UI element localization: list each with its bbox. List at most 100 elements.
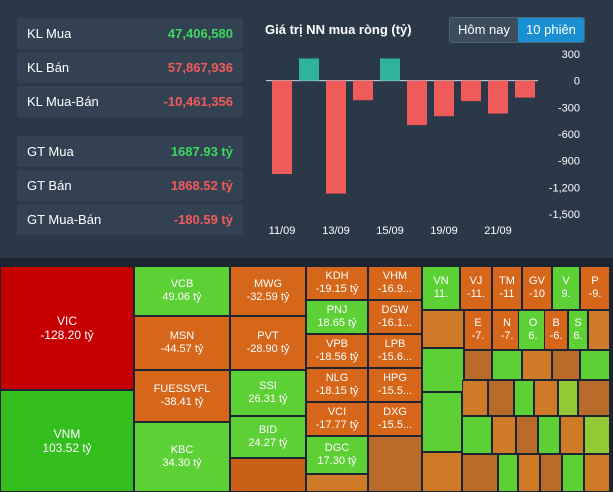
- x-tick-label: 21/09: [484, 225, 512, 237]
- heatmap-cell-vpb[interactable]: VPB -18.56 tỷ: [306, 334, 368, 368]
- ticker-value: -9.: [588, 288, 602, 300]
- heatmap-cell-small[interactable]: [558, 380, 578, 416]
- heatmap-cell-e[interactable]: E -7.: [464, 310, 492, 350]
- ticker-value: -19.15 tỷ: [315, 283, 359, 295]
- heatmap-cell-small[interactable]: [498, 454, 518, 492]
- heatmap-cell-small[interactable]: [580, 350, 610, 380]
- heatmap-cell-small[interactable]: [584, 416, 610, 454]
- ticker-label: BID: [258, 424, 278, 436]
- heatmap-cell-pvt[interactable]: PVT -28.90 tỷ: [230, 316, 306, 370]
- heatmap-cell-vci[interactable]: VCI -17.77 tỷ: [306, 402, 368, 436]
- heatmap-cell-small[interactable]: [422, 348, 464, 392]
- stat-value: -10,461,356: [163, 94, 233, 109]
- heatmap-cell-bid[interactable]: BID 24.27 tỷ: [230, 416, 306, 458]
- ticker-label: MWG: [253, 278, 283, 290]
- heatmap-cell-text: VHM -16.9...: [369, 270, 421, 296]
- heatmap-cell-small[interactable]: [562, 454, 584, 492]
- heatmap-cell-small[interactable]: [534, 380, 558, 416]
- ticker-label: VIC: [56, 314, 77, 328]
- ticker-value: -10: [529, 288, 545, 300]
- heatmap-cell-kdh[interactable]: KDH -19.15 tỷ: [306, 266, 368, 300]
- ticker-value: 17.30 tỷ: [317, 455, 357, 467]
- ticker-value: -32.59 tỷ: [246, 291, 290, 303]
- heatmap-cell-vhm[interactable]: VHM -16.9...: [368, 266, 422, 300]
- heatmap-cell-b[interactable]: B -6.: [544, 310, 568, 350]
- heatmap-cell-small[interactable]: [492, 416, 516, 454]
- heatmap-cell-small[interactable]: [552, 350, 580, 380]
- x-tick-label: 11/09: [269, 225, 296, 237]
- ticker-value: 9.: [561, 288, 571, 300]
- heatmap-cell-vj[interactable]: VJ -11.: [460, 266, 492, 310]
- heatmap-cell-text: O 6.: [519, 317, 547, 343]
- heatmap-cell-n[interactable]: N -7.: [492, 310, 522, 350]
- stat-label: KL Mua: [27, 26, 72, 41]
- heatmap-cell-small[interactable]: [462, 416, 492, 454]
- heatmap-cell-vnm[interactable]: VNM 103.52 tỷ: [0, 390, 134, 492]
- heatmap-cell-small[interactable]: [422, 452, 462, 492]
- heatmap-cell-vn[interactable]: VN 11.: [422, 266, 460, 310]
- heatmap-cell-nlg[interactable]: NLG -18.15 tỷ: [306, 368, 368, 402]
- tab-today[interactable]: Hôm nay: [450, 18, 519, 42]
- stat-row-kl-ban: KL Bán 57,867,936: [17, 52, 243, 83]
- heatmap-cell-dgw[interactable]: DGW -16.1...: [368, 300, 422, 334]
- heatmap-cell-text: PNJ 18.65 tỷ: [307, 304, 367, 330]
- heatmap-cell-fuessvfl[interactable]: FUESSVFL -38.41 tỷ: [134, 370, 230, 422]
- heatmap-cell-small[interactable]: [538, 416, 560, 454]
- heatmap-cell-tm[interactable]: TM -11: [492, 266, 522, 310]
- heatmap-cell-mwg[interactable]: MWG -32.59 tỷ: [230, 266, 306, 316]
- heatmap-cell-small[interactable]: [462, 380, 488, 416]
- heatmap-cell-lpb[interactable]: LPB -15.6...: [368, 334, 422, 368]
- ticker-label: B: [552, 317, 560, 329]
- ticker-label: GV: [529, 275, 545, 287]
- ticker-label: V: [562, 275, 570, 287]
- heatmap-cell-small[interactable]: [492, 350, 522, 380]
- heatmap-cell-text: N -7.: [493, 317, 521, 343]
- heatmap-cell-small[interactable]: [578, 380, 610, 416]
- heatmap-cell-small[interactable]: [422, 392, 462, 452]
- stat-row-gt-ban: GT Bán 1868.52 tỷ: [17, 170, 243, 201]
- heatmap-cell-small[interactable]: [584, 454, 610, 492]
- heatmap-cell-small[interactable]: [540, 454, 562, 492]
- bar: [272, 80, 292, 174]
- ticker-label: TM: [499, 275, 515, 287]
- stat-row-gt-mua: GT Mua 1687.93 tỷ: [17, 136, 243, 167]
- ticker-value: -44.57 tỷ: [160, 343, 204, 355]
- bar: [353, 80, 373, 101]
- heatmap-cell-gv[interactable]: GV -10: [522, 266, 552, 310]
- period-tabs: Hôm nay 10 phiên: [449, 17, 585, 43]
- ticker-label: PNJ: [326, 304, 348, 316]
- heatmap-cell-text: B -6.: [545, 317, 567, 343]
- heatmap-cell-small[interactable]: [588, 310, 610, 350]
- heatmap-cell-vcb[interactable]: VCB 49.06 tỷ: [134, 266, 230, 316]
- heatmap-cell-small[interactable]: [464, 350, 492, 380]
- heatmap-cell-small[interactable]: [368, 436, 422, 492]
- ticker-label: HPG: [383, 372, 407, 384]
- ticker-value: 34.30 tỷ: [162, 457, 202, 469]
- heatmap-cell-small[interactable]: [516, 416, 538, 454]
- y-tick-label: -300: [558, 102, 580, 114]
- heatmap-cell-msn[interactable]: MSN -44.57 tỷ: [134, 316, 230, 370]
- ticker-label: KBC: [170, 444, 194, 456]
- ticker-label: DGW: [381, 304, 409, 316]
- heatmap-cell-small[interactable]: [462, 454, 498, 492]
- heatmap-cell-vic[interactable]: VIC -128.20 tỷ: [0, 266, 134, 390]
- heatmap-cell-small[interactable]: [422, 310, 464, 348]
- heatmap-cell-small[interactable]: [514, 380, 534, 416]
- heatmap-cell-s[interactable]: S 6.: [568, 310, 588, 350]
- heatmap-cell-ssi[interactable]: SSI 26.31 tỷ: [230, 370, 306, 416]
- heatmap-cell-v[interactable]: V 9.: [552, 266, 580, 310]
- heatmap-cell-dxg[interactable]: DXG -15.5...: [368, 402, 422, 436]
- heatmap-cell-pnj[interactable]: PNJ 18.65 tỷ: [306, 300, 368, 334]
- heatmap-cell-kbc[interactable]: KBC 34.30 tỷ: [134, 422, 230, 492]
- heatmap-cell-text: DGW -16.1...: [369, 304, 421, 330]
- tab-10-sessions[interactable]: 10 phiên: [518, 18, 584, 42]
- heatmap-cell-hpg[interactable]: HPG -15.5...: [368, 368, 422, 402]
- heatmap-cell-small[interactable]: [560, 416, 584, 454]
- heatmap-cell-small[interactable]: [522, 350, 552, 380]
- heatmap-cell-small[interactable]: [306, 474, 368, 492]
- heatmap-cell-small[interactable]: [488, 380, 514, 416]
- heatmap-cell-p[interactable]: P -9.: [580, 266, 610, 310]
- heatmap-cell-dgc[interactable]: DGC 17.30 tỷ: [306, 436, 368, 474]
- heatmap-cell-small[interactable]: [230, 458, 306, 492]
- heatmap-cell-small[interactable]: [518, 454, 540, 492]
